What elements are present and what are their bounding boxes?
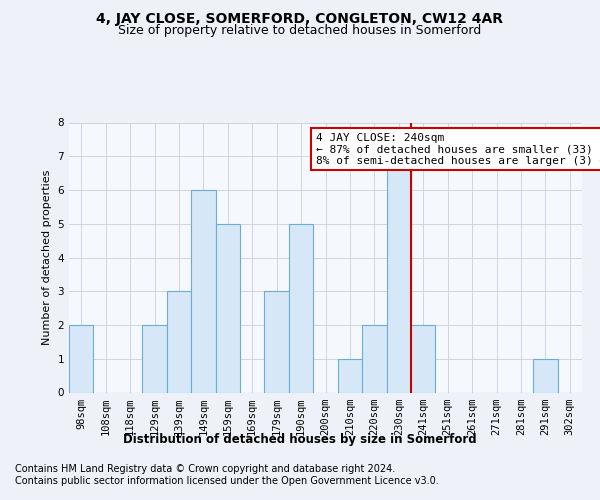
Bar bbox=[69, 325, 94, 392]
Text: Size of property relative to detached houses in Somerford: Size of property relative to detached ho… bbox=[118, 24, 482, 37]
Bar bbox=[411, 325, 436, 392]
Bar bbox=[362, 325, 386, 392]
Text: Contains HM Land Registry data © Crown copyright and database right 2024.: Contains HM Land Registry data © Crown c… bbox=[15, 464, 395, 474]
Y-axis label: Number of detached properties: Number of detached properties bbox=[42, 170, 52, 345]
Text: 4 JAY CLOSE: 240sqm
← 87% of detached houses are smaller (33)
8% of semi-detache: 4 JAY CLOSE: 240sqm ← 87% of detached ho… bbox=[316, 132, 600, 166]
Bar bbox=[215, 224, 240, 392]
Text: Contains public sector information licensed under the Open Government Licence v3: Contains public sector information licen… bbox=[15, 476, 439, 486]
Bar bbox=[386, 156, 411, 392]
Bar bbox=[191, 190, 215, 392]
Bar bbox=[289, 224, 313, 392]
Bar bbox=[167, 291, 191, 392]
Bar bbox=[338, 359, 362, 392]
Text: 4, JAY CLOSE, SOMERFORD, CONGLETON, CW12 4AR: 4, JAY CLOSE, SOMERFORD, CONGLETON, CW12… bbox=[97, 12, 503, 26]
Bar bbox=[265, 291, 289, 392]
Bar bbox=[142, 325, 167, 392]
Bar bbox=[533, 359, 557, 392]
Text: Distribution of detached houses by size in Somerford: Distribution of detached houses by size … bbox=[123, 432, 477, 446]
